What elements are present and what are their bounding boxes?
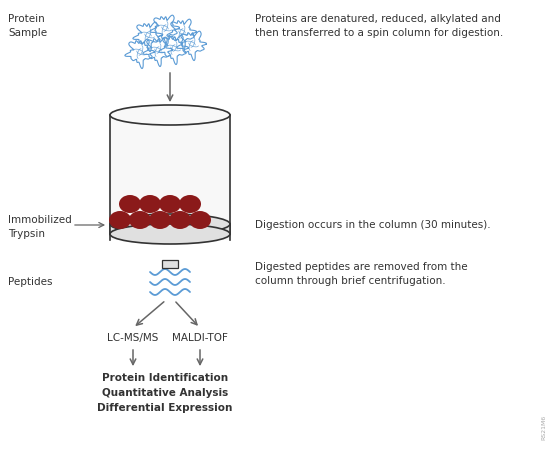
Ellipse shape (179, 195, 201, 213)
Text: Immobilized
Trypsin: Immobilized Trypsin (8, 215, 72, 239)
Ellipse shape (189, 211, 211, 229)
Ellipse shape (110, 214, 230, 234)
Ellipse shape (139, 195, 161, 213)
Text: RS21M6: RS21M6 (541, 415, 546, 440)
Ellipse shape (129, 211, 151, 229)
Text: LC-MS/MS: LC-MS/MS (107, 333, 159, 343)
Bar (110, 224, 230, 234)
Ellipse shape (149, 211, 171, 229)
Text: Digestion occurs in the column (30 minutes).: Digestion occurs in the column (30 minut… (255, 220, 491, 230)
Text: Protein
Sample: Protein Sample (8, 14, 47, 38)
Bar (162, 260, 178, 268)
Text: Peptides: Peptides (8, 277, 52, 287)
Text: Protein Identification
Quantitative Analysis
Differential Expression: Protein Identification Quantitative Anal… (97, 373, 233, 413)
Ellipse shape (110, 224, 230, 244)
Text: Digested peptides are removed from the
column through brief centrifugation.: Digested peptides are removed from the c… (255, 262, 468, 286)
Ellipse shape (109, 211, 131, 229)
Ellipse shape (169, 211, 191, 229)
Text: Proteins are denatured, reduced, alkylated and
then transferred to a spin column: Proteins are denatured, reduced, alkylat… (255, 14, 503, 38)
Text: MALDI-TOF: MALDI-TOF (172, 333, 228, 343)
Ellipse shape (159, 195, 181, 213)
Bar (110, 115, 230, 240)
Ellipse shape (119, 195, 141, 213)
Ellipse shape (110, 105, 230, 125)
